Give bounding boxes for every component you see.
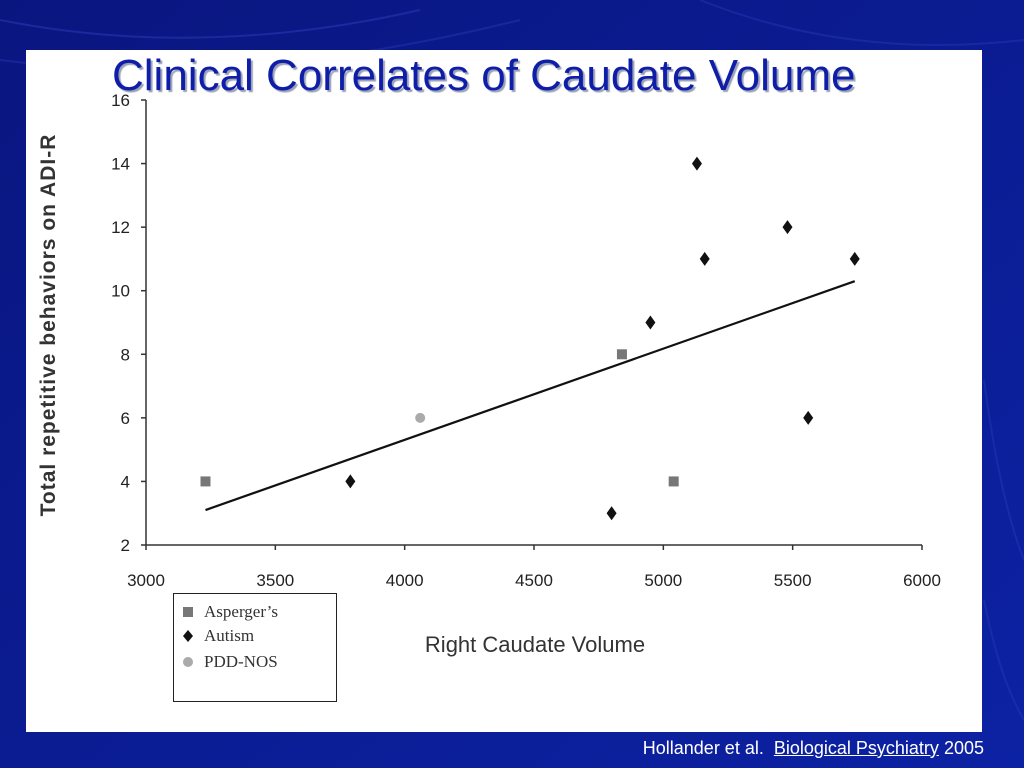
data-point-diamond bbox=[849, 251, 860, 266]
data-point-diamond bbox=[691, 156, 702, 171]
data-point-circle bbox=[415, 412, 426, 423]
y-tick-label: 6 bbox=[121, 409, 130, 428]
data-point-square bbox=[668, 476, 679, 487]
citation-authors: Hollander et al. bbox=[642, 738, 764, 758]
chart-legend: Asperger’s Autism PDD-NOS bbox=[173, 593, 337, 702]
data-point-square bbox=[616, 349, 627, 360]
legend-item-pdd-nos: PDD-NOS bbox=[182, 650, 278, 674]
x-tick-label: 4000 bbox=[386, 571, 424, 590]
x-axis-label: Right Caudate Volume bbox=[425, 632, 645, 657]
data-point-diamond bbox=[782, 220, 793, 235]
x-tick-label: 5500 bbox=[774, 571, 812, 590]
square-marker-icon bbox=[182, 606, 194, 618]
x-tick-label: 4500 bbox=[515, 571, 553, 590]
y-tick-label: 8 bbox=[121, 345, 130, 364]
x-tick-label: 5000 bbox=[644, 571, 682, 590]
y-tick-label: 14 bbox=[111, 155, 130, 174]
circle-marker-icon bbox=[182, 656, 194, 668]
citation: Hollander et al. Biological Psychiatry 2… bbox=[643, 738, 984, 759]
legend-item-autism: Autism bbox=[182, 624, 254, 648]
y-tick-label: 12 bbox=[111, 218, 130, 237]
y-tick-label: 4 bbox=[121, 472, 130, 491]
data-point-diamond bbox=[699, 251, 710, 266]
x-tick-label: 3000 bbox=[127, 571, 165, 590]
diamond-marker-icon bbox=[182, 630, 194, 642]
y-tick-label: 10 bbox=[111, 282, 130, 301]
x-tick-label: 3500 bbox=[256, 571, 294, 590]
data-point-diamond bbox=[606, 506, 617, 521]
y-tick-label: 16 bbox=[111, 91, 130, 110]
legend-label: PDD-NOS bbox=[204, 652, 278, 671]
data-point-diamond bbox=[803, 410, 814, 425]
legend-item-aspergers: Asperger’s bbox=[182, 600, 278, 624]
x-tick-label: 6000 bbox=[903, 571, 941, 590]
data-point-diamond bbox=[645, 315, 656, 330]
legend-label: Autism bbox=[204, 626, 255, 645]
data-point-diamond bbox=[345, 474, 356, 489]
y-tick-label: 2 bbox=[121, 536, 130, 555]
trend-line bbox=[205, 280, 856, 512]
legend-label: Asperger’s bbox=[204, 602, 278, 621]
citation-year: 2005 bbox=[943, 738, 984, 758]
slide-title: Clinical Correlates of Caudate Volume bbox=[112, 51, 856, 100]
y-axis-label: Total repetitive behaviors on ADI-R bbox=[37, 134, 60, 517]
data-point-square bbox=[200, 476, 211, 487]
citation-journal-link[interactable]: Biological Psychiatry bbox=[773, 738, 939, 758]
